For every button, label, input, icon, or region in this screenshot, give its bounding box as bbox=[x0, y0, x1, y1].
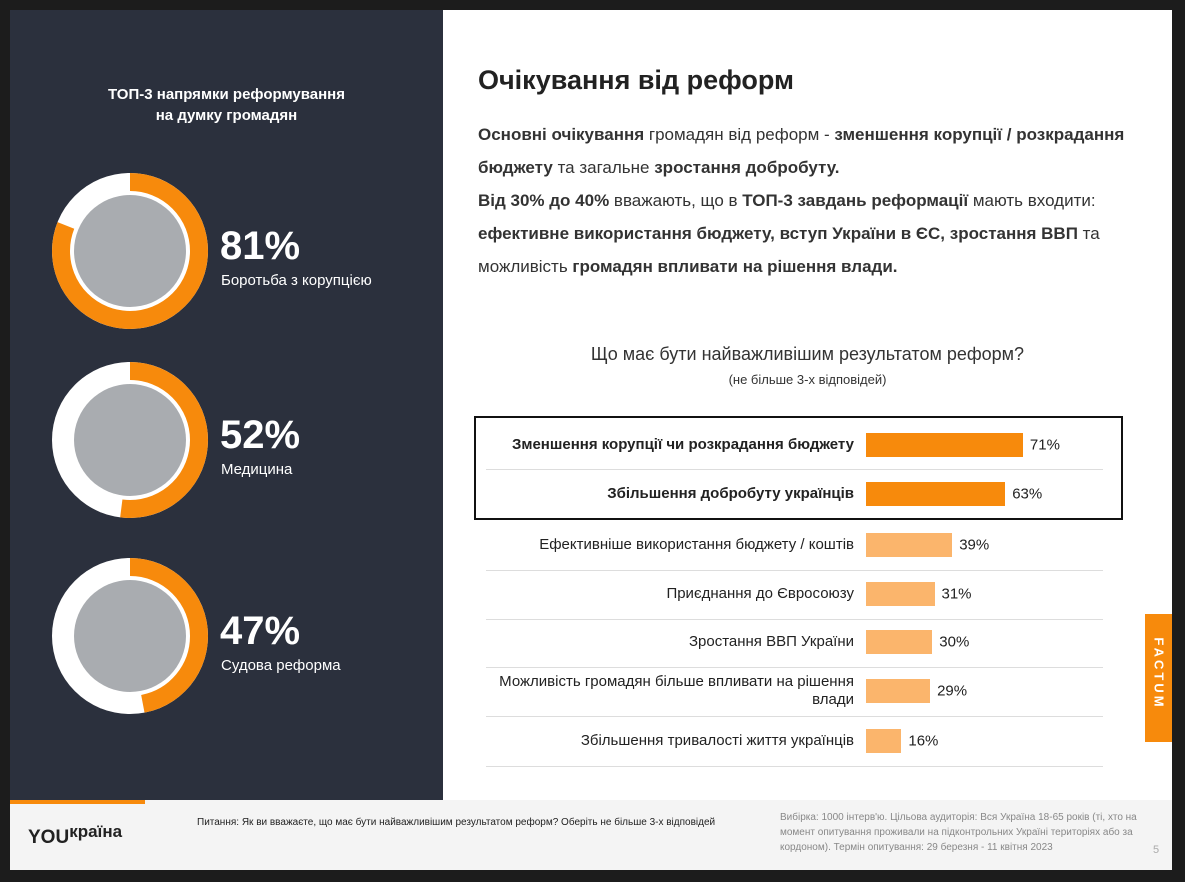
intro-run: громадян від реформ - bbox=[644, 125, 835, 144]
intro: Основні очікування громадян від реформ -… bbox=[478, 118, 1124, 283]
value-label: 16% bbox=[908, 732, 939, 750]
accent-line bbox=[10, 800, 145, 804]
intro-line: Від 30% до 40% вважають, що в ТОП-3 завд… bbox=[478, 184, 1124, 217]
intro-run: громадян впливати на рішення влади. bbox=[572, 257, 898, 276]
intro-run: Від 30% до 40% bbox=[478, 191, 610, 210]
donut-arc bbox=[52, 558, 208, 714]
logo-main: YOU bbox=[28, 827, 70, 848]
donut-value: 47% bbox=[220, 609, 300, 653]
value-label: 39% bbox=[959, 536, 990, 554]
intro-run: вважають, що в bbox=[609, 191, 743, 210]
intro-run: ТОП-3 завдань реформації bbox=[742, 191, 969, 210]
intro-line: бюджету та загальне зростання добробуту. bbox=[478, 151, 1124, 184]
bar bbox=[866, 582, 935, 606]
category-label: Ефективніше використання бюджету / кошті… bbox=[539, 536, 854, 553]
intro-run: зменшення корупції / розкрадання bbox=[834, 125, 1125, 144]
chart-subtitle: (не більше 3-х відповідей) bbox=[728, 372, 887, 387]
row-separator bbox=[486, 570, 1103, 571]
intro-run: ефективне використання бюджету, вступ Ук… bbox=[478, 224, 1078, 243]
logo-sup: країна bbox=[69, 822, 123, 841]
category-label: Зростання ВВП України bbox=[688, 633, 854, 650]
heading-line: ТОП-3 напрямки реформування bbox=[108, 86, 345, 103]
value-label: 29% bbox=[937, 682, 968, 700]
bar bbox=[866, 533, 953, 557]
intro-run: та bbox=[1077, 224, 1100, 243]
intro-line: ефективне використання бюджету, вступ Ук… bbox=[478, 217, 1124, 250]
page-number: 5 bbox=[1153, 844, 1160, 856]
row-separator bbox=[486, 667, 1103, 668]
donut-arc bbox=[52, 173, 208, 329]
content: Очікування від реформ Основні очікування… bbox=[443, 10, 1172, 800]
chart-title: Що має бути найважливішим результатом ре… bbox=[590, 344, 1025, 364]
category-label: Збільшення добробуту українців bbox=[607, 485, 854, 502]
category-label: Приєднання до Євросоюзу bbox=[666, 585, 854, 602]
sidebar-heading: ТОП-3 напрямки реформування на думку гро… bbox=[10, 84, 443, 126]
intro-line: можливість громадян впливати на рішення … bbox=[478, 250, 1124, 283]
bar bbox=[866, 433, 1023, 457]
sample: Вибірка: 1000 інтерв'ю. Цільова аудиторі… bbox=[780, 812, 1137, 853]
donut-chart: 81% Боротьба з корупцією 52% Медицина 47% Суд… bbox=[52, 173, 372, 714]
bar bbox=[866, 679, 931, 703]
intro-run: та загальне bbox=[552, 158, 655, 177]
donut-value: 81% bbox=[220, 224, 300, 268]
donut-photo bbox=[74, 195, 186, 307]
category-label: Збільшення тривалості життя українців bbox=[580, 732, 854, 749]
donut-photo bbox=[74, 384, 186, 496]
highlight-box bbox=[474, 416, 1123, 520]
heading-line: на думку громадян bbox=[155, 107, 298, 124]
intro-run: мають входити: bbox=[968, 191, 1096, 210]
bar bbox=[866, 729, 902, 753]
row-separator bbox=[486, 619, 1103, 620]
category-label: Можливість громадян більше впливати на р… bbox=[499, 673, 854, 708]
brand: FACTUM bbox=[1151, 637, 1167, 710]
value-label: 30% bbox=[939, 633, 970, 651]
donut-label: Боротьба з корупцією bbox=[221, 272, 372, 289]
row-separator bbox=[486, 766, 1103, 767]
intro-run: зростання добробуту. bbox=[654, 158, 840, 177]
value-label: 71% bbox=[1029, 436, 1060, 454]
row-separator bbox=[486, 716, 1103, 717]
brand-tab: FACTUM bbox=[1145, 614, 1172, 742]
footer: YOUкраїна Питання: Як ви вважаєте, що ма… bbox=[10, 800, 1172, 870]
donut-label: Судова реформа bbox=[221, 657, 341, 674]
donut-label: Медицина bbox=[221, 461, 293, 478]
value-label: 63% bbox=[1012, 485, 1043, 503]
intro-run: Основні очікування bbox=[478, 125, 645, 144]
category-label: Зменшення корупції чи розкрадання бюджет… bbox=[511, 436, 854, 453]
donut-arc bbox=[52, 362, 208, 518]
title: Очікування від реформ bbox=[478, 65, 794, 95]
value-label: 31% bbox=[941, 585, 972, 603]
donut-value: 52% bbox=[220, 413, 300, 457]
sidebar: ТОП-3 напрямки реформування на думку гро… bbox=[10, 10, 443, 800]
intro-run: бюджету bbox=[478, 158, 553, 177]
donut-photo bbox=[74, 580, 186, 692]
intro-line: Основні очікування громадян від реформ -… bbox=[478, 118, 1124, 151]
bar bbox=[866, 630, 933, 654]
bar-chart: Зменшення корупції чи розкрадання бюджет… bbox=[443, 10, 1172, 800]
question: Питання: Як ви вважаєте, що має бути най… bbox=[197, 817, 716, 828]
row-separator bbox=[486, 469, 1103, 470]
bar bbox=[866, 482, 1006, 506]
logo: YOUкраїна bbox=[28, 822, 122, 849]
intro-run: можливість bbox=[478, 257, 573, 276]
